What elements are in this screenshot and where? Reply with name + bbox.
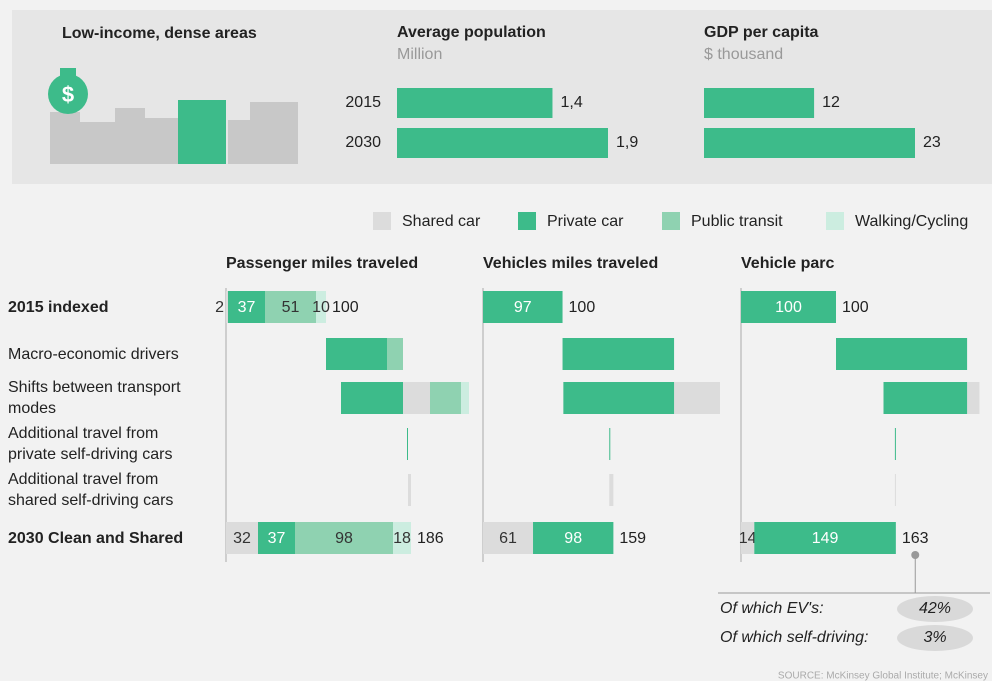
row-label: Additional travel from private self-driv… — [8, 425, 173, 463]
segment-label: 10 — [312, 299, 330, 316]
bar-segment — [533, 522, 614, 554]
segment-label: 149 — [812, 530, 839, 547]
bar — [397, 128, 608, 158]
connector-dot — [911, 551, 920, 559]
y-tick-label: 2030 — [345, 134, 381, 151]
note-value: 3% — [923, 629, 946, 646]
chart-subtitle: Million — [397, 46, 442, 63]
note-label: Of which self-driving: — [720, 629, 869, 646]
segment-label: 18 — [393, 530, 411, 547]
row-label: Additional travel from shared self-drivi… — [8, 471, 174, 509]
segment-label: 51 — [282, 299, 300, 316]
bar-segment — [461, 382, 469, 414]
bar-segment — [265, 291, 316, 323]
svg-text:$: $ — [62, 82, 74, 107]
city-icon: $ — [48, 68, 298, 164]
note-pill — [897, 596, 973, 622]
bar-segment — [483, 522, 534, 554]
segment-label: 14 — [739, 530, 757, 547]
value-label: 1,9 — [616, 134, 638, 151]
legend-label: Private car — [547, 213, 624, 230]
note-label: Of which EV's: — [720, 600, 824, 617]
row-label: Shifts between transport modes — [8, 379, 181, 417]
total-label: 100 — [842, 299, 869, 316]
bar-segment — [387, 338, 403, 370]
segment-label: 97 — [514, 299, 532, 316]
bar-segment — [967, 382, 980, 414]
segment-label: 32 — [233, 530, 251, 547]
chart-subtitle: $ thousand — [704, 46, 783, 63]
segment-label: 61 — [499, 530, 517, 547]
note-value: 42% — [919, 600, 951, 617]
bar-segment — [674, 382, 720, 414]
chart-title: Vehicles miles traveled — [483, 255, 658, 272]
legend-label: Shared car — [402, 213, 481, 230]
bar-segment — [316, 291, 326, 323]
bar-segment — [894, 428, 896, 460]
bar-segment — [226, 522, 258, 554]
legend-swatch — [826, 212, 844, 230]
panel-title: Low-income, dense areas — [62, 25, 257, 42]
bar-segment — [562, 338, 675, 370]
legend-swatch — [518, 212, 536, 230]
total-label: 163 — [902, 530, 929, 547]
bar — [704, 88, 815, 118]
segment-label: 37 — [238, 299, 256, 316]
bar-segment — [258, 522, 295, 554]
bar-segment — [741, 522, 755, 554]
bar-segment — [430, 382, 461, 414]
chart-title: GDP per capita — [704, 24, 819, 41]
bar-segment — [393, 522, 411, 554]
segment-label: 37 — [268, 530, 286, 547]
total-label: 100 — [569, 299, 596, 316]
value-label: 23 — [923, 134, 941, 151]
bar-segment — [341, 382, 403, 414]
value-label: 1,4 — [560, 94, 582, 111]
bar-segment — [483, 291, 563, 323]
bar-segment — [295, 522, 393, 554]
bar-segment — [403, 382, 430, 414]
segment-label: 2 — [215, 299, 224, 316]
bar — [704, 128, 915, 158]
bar-segment — [228, 291, 265, 323]
source: SOURCE: McKinsey Global Institute; McKin… — [778, 671, 988, 681]
bar-segment — [894, 474, 896, 506]
bar-segment — [408, 474, 411, 506]
chart-title: Vehicle parc — [741, 255, 834, 272]
segment-label: 98 — [335, 530, 353, 547]
bar-segment — [741, 291, 836, 323]
bar-segment — [226, 291, 228, 323]
total-label: 159 — [619, 530, 646, 547]
bar-segment — [326, 338, 387, 370]
value-label: 12 — [822, 94, 840, 111]
chart-title: Passenger miles traveled — [226, 255, 418, 272]
row-label: Macro-economic drivers — [8, 345, 179, 363]
total-label: 186 — [417, 530, 444, 547]
y-tick-label: 2015 — [345, 94, 381, 111]
note-pill — [897, 625, 973, 651]
legend-label: Walking/Cycling — [855, 213, 968, 230]
bar-segment — [407, 428, 408, 460]
chart-title: Average population — [397, 24, 546, 41]
segment-label: 98 — [564, 530, 582, 547]
row-label: 2030 Clean and Shared — [8, 529, 184, 547]
legend-label: Public transit — [691, 213, 783, 230]
bar-segment — [563, 382, 675, 414]
bar-segment — [754, 522, 896, 554]
row-label: 2015 indexed — [8, 298, 109, 316]
bar — [397, 88, 553, 118]
bar-segment — [609, 428, 611, 460]
bar-segment — [836, 338, 968, 370]
segment-label: 100 — [775, 299, 802, 316]
bar-segment — [609, 474, 614, 506]
legend-swatch — [662, 212, 680, 230]
legend-swatch — [373, 212, 391, 230]
bar-segment — [883, 382, 968, 414]
total-label: 100 — [332, 299, 359, 316]
